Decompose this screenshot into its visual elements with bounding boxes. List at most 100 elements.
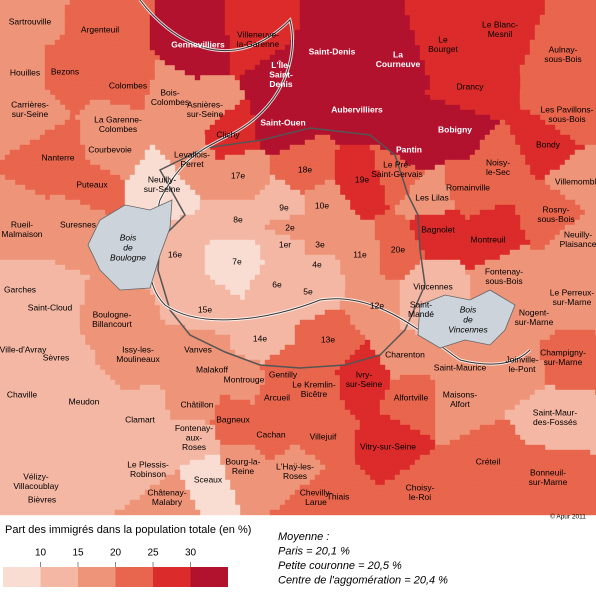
- commune: [99, 384, 171, 451]
- place-label: Arcueil: [264, 392, 290, 402]
- legend-tick-label: 15: [72, 548, 84, 559]
- place-label: sur-Marne: [544, 357, 583, 367]
- place-label: Fontenay-: [485, 267, 523, 277]
- average-line: Petite couronne = 20,5 %: [278, 560, 402, 572]
- place-label: Neuilly-: [564, 230, 593, 240]
- legend-tick-label: 30: [185, 548, 197, 559]
- legend-tick-label: 20: [110, 548, 122, 559]
- place-label: Mandé: [408, 309, 434, 319]
- commune: [254, 174, 306, 226]
- place-label: Bicêtre: [301, 389, 328, 399]
- average-line: Centre de l'aggomération = 20,4 %: [278, 574, 448, 586]
- legend-swatch: [115, 567, 153, 587]
- place-label: Nogent-: [519, 308, 549, 318]
- wood-label: Bois: [120, 232, 137, 242]
- commune: [379, 444, 471, 516]
- place-label: Les Pavillons-: [541, 105, 594, 115]
- place-label: Courneuve: [376, 59, 421, 69]
- place-label: Plaisance: [560, 239, 596, 249]
- place-label: Carrières-: [11, 100, 49, 110]
- place-label: Mesnil: [488, 29, 513, 39]
- place-label: 4e: [312, 259, 322, 269]
- place-label: Roses: [283, 471, 307, 481]
- commune: [434, 384, 506, 446]
- place-label: 5e: [303, 286, 313, 296]
- place-label: Vélizy-: [23, 472, 49, 482]
- place-label: Chevilly-: [300, 488, 333, 498]
- place-label: Alfort: [450, 399, 470, 409]
- place-label: la-Garenne: [237, 39, 280, 49]
- commune: [269, 134, 341, 196]
- wood-label: Vincennes: [448, 324, 488, 334]
- place-label: 7e: [232, 256, 242, 266]
- place-label: 14e: [253, 333, 267, 343]
- place-label: Le Kremlin-: [292, 380, 336, 390]
- commune: [374, 104, 441, 171]
- place-label: Maisons-: [443, 390, 478, 400]
- place-label: aux-: [186, 432, 203, 442]
- place-label: Robinson: [130, 469, 166, 479]
- place-label: Vanves: [184, 344, 212, 354]
- place-label: Romainville: [446, 182, 490, 192]
- place-label: Clamart: [125, 414, 155, 424]
- place-label: 1er: [279, 239, 291, 249]
- place-label: 10e: [315, 200, 329, 210]
- place-label: Garches: [4, 284, 36, 294]
- place-label: La Garenne-: [94, 115, 142, 125]
- place-label: Malakoff: [196, 364, 229, 374]
- place-label: Vincennes: [413, 281, 453, 291]
- wood-label: de: [123, 242, 133, 252]
- place-label: Thiais: [327, 491, 350, 501]
- place-label: Créteil: [476, 456, 501, 466]
- place-label: sous-Bois: [485, 276, 522, 286]
- commune: [249, 99, 326, 156]
- place-label: Courbevoie: [88, 144, 132, 154]
- place-label: le-Sec: [486, 167, 511, 177]
- commune: [469, 119, 536, 206]
- wood-label: de: [463, 314, 473, 324]
- place-label: Saint-Maurice: [434, 362, 487, 372]
- place-label: sous-Bois: [544, 54, 581, 64]
- legend-swatch: [40, 567, 78, 587]
- labels: Sartrouville Argenteuil Houilles Bezons Colo…: [0, 16, 596, 507]
- commune: [504, 444, 596, 516]
- place-label: 9e: [279, 202, 289, 212]
- place-label: 20e: [391, 244, 405, 254]
- commune: [539, 264, 596, 336]
- communes: [0, 0, 596, 516]
- place-label: Aulnay-: [549, 45, 578, 55]
- commune: [294, 0, 371, 91]
- place-label: Roses: [182, 442, 206, 452]
- place-label: Villeneuve-: [237, 30, 279, 40]
- commune: [44, 34, 101, 116]
- place-label: Choisy-: [406, 483, 435, 493]
- wood-label: Bois: [460, 304, 477, 314]
- place-label: Villacoublay: [13, 481, 59, 491]
- commune: [539, 329, 596, 396]
- commune: [164, 324, 231, 376]
- commune: [114, 469, 201, 516]
- commune: [504, 384, 596, 456]
- legend-tick-label: 25: [147, 548, 159, 559]
- place-label: Boulogne-: [93, 310, 132, 320]
- place-label: Aubervilliers: [331, 104, 383, 114]
- place-label: Le: [438, 35, 448, 45]
- place-label: Billancourt: [92, 319, 132, 329]
- commune: [339, 274, 401, 341]
- place-label: Ivry-: [356, 370, 373, 380]
- place-label: Argenteuil: [81, 24, 119, 34]
- place-label: 11e: [353, 249, 367, 259]
- commune: [424, 54, 521, 121]
- place-label: Gentilly: [269, 369, 298, 379]
- commune: [334, 339, 391, 421]
- place-label: sur-Marne: [529, 477, 568, 487]
- place-label: Denis: [269, 79, 292, 89]
- averages: Moyenne : Paris = 20,1 % Petite couronne =…: [278, 531, 448, 587]
- commune: [409, 209, 466, 261]
- place-label: Neuilly-: [148, 175, 177, 185]
- place-label: Montreuil: [471, 234, 506, 244]
- place-label: Saint-Cloud: [28, 302, 73, 312]
- place-label: Bondy: [536, 139, 561, 149]
- place-label: 15e: [198, 304, 212, 314]
